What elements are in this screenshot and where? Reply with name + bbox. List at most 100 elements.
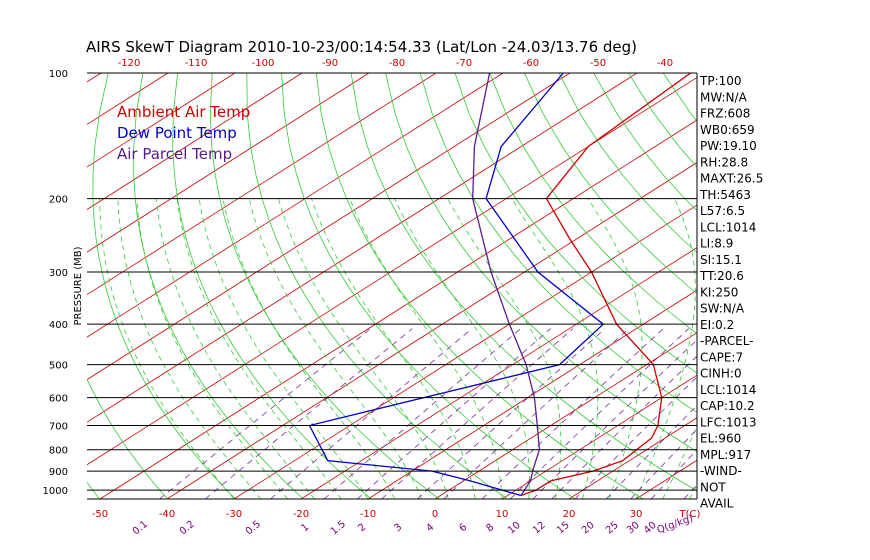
isotherm-line	[87, 73, 504, 338]
pressure-tick-label: 400	[49, 320, 68, 331]
bottom-temp-tick-label: -20	[293, 509, 309, 520]
index-item: TH:5463	[699, 188, 751, 202]
moist-adiabat	[176, 198, 342, 499]
moist-adiabat	[117, 198, 262, 499]
moist-adiabat	[222, 198, 396, 499]
dry-adiabat	[454, 73, 697, 374]
moist-adiabat	[511, 198, 599, 499]
mixing-ratio-line	[417, 328, 606, 499]
pressure-tick-label: 700	[49, 422, 68, 433]
mixing-ratio-line	[630, 428, 697, 499]
mixing-ratio-label: 10	[506, 520, 523, 537]
index-item: PW:19.10	[700, 139, 757, 153]
mixing-ratio-line	[605, 405, 697, 499]
moist-adiabat	[248, 198, 422, 499]
series-line-1	[308, 73, 605, 497]
index-item: RH:28.8	[700, 155, 748, 169]
dry-adiabat	[92, 73, 236, 499]
dry-adiabat	[489, 73, 697, 335]
legend-entry: Air Parcel Temp	[117, 145, 232, 163]
index-item: TP:100	[699, 74, 742, 88]
index-item: LCL:1014	[700, 383, 756, 397]
index-item: FRZ:608	[700, 107, 750, 121]
top-temp-tick-label: -120	[118, 58, 141, 69]
dry-adiabat	[281, 73, 576, 499]
bottom-temp-tick-label: -40	[159, 509, 175, 520]
isotherm-line	[87, 73, 303, 210]
dry-adiabat	[172, 73, 372, 499]
isotherm-line	[501, 374, 697, 499]
mixing-ratio-line	[650, 449, 697, 499]
isotherm-line	[367, 289, 697, 499]
legend-entry: Ambient Air Temp	[117, 103, 250, 121]
isotherm-line	[87, 73, 102, 83]
profile-series	[308, 73, 691, 497]
y-axis-label: PRESSURE (MB)	[73, 246, 84, 325]
bottom-temp-tick-label: 0	[432, 509, 438, 520]
mixing-ratio-line	[481, 328, 664, 499]
chart-title: AIRS SkewT Diagram 2010-10-23/00:14:54.3…	[86, 38, 637, 56]
bottom-temp-tick-label: 20	[563, 509, 576, 520]
mixing-ratio-label: 30	[625, 520, 642, 537]
dry-adiabat	[767, 73, 870, 499]
pressure-tick-label: 1000	[43, 486, 68, 497]
pressure-tick-label: 600	[49, 394, 68, 405]
isotherm-line	[0, 73, 34, 499]
isotherm-line	[87, 73, 638, 423]
mixing-unit-label: Q(g/kg)	[656, 513, 695, 536]
moist-adiabat	[278, 198, 449, 499]
bottom-temp-tick-label: -50	[92, 509, 108, 520]
mixing-ratio-label: 12	[531, 520, 548, 537]
mixing-ratio-line	[357, 328, 551, 499]
top-temp-tick-label: -100	[252, 58, 275, 69]
mixing-ratio-label: 15	[555, 520, 572, 537]
mixing-ratio-label: 0.2	[178, 519, 197, 538]
mixing-ratio-line	[159, 328, 371, 499]
dry-adiabat	[87, 481, 100, 499]
index-item: MPL:917	[700, 448, 751, 462]
top-temp-tick-label: -110	[185, 58, 208, 69]
top-temp-tick-label: -80	[389, 58, 405, 69]
dry-adiabat	[209, 73, 440, 499]
dry-adiabat	[419, 73, 697, 413]
index-item: -WIND-	[700, 464, 742, 478]
index-item: LFC:1013	[700, 415, 757, 429]
temp-unit-label: T(C)	[679, 509, 701, 520]
index-item: WB0:659	[700, 123, 755, 137]
index-item: EL:960	[700, 432, 741, 446]
mixing-ratio-line	[381, 328, 574, 499]
moist-adiabat	[99, 198, 235, 499]
pressure-tick-label: 300	[49, 268, 68, 279]
dry-adiabat	[246, 73, 508, 499]
isotherm-line	[87, 73, 437, 296]
moist-adiabat	[198, 198, 369, 499]
mixing-ratio-label: 1	[299, 522, 311, 535]
dry-adiabat	[628, 73, 697, 168]
mixing-ratio-label: 25	[604, 520, 621, 537]
mixing-ratio-line	[443, 328, 629, 499]
mixing-ratio-label: 3	[392, 522, 404, 535]
isotherm-line	[87, 73, 370, 253]
mixing-ratio-label: 0.1	[131, 519, 150, 538]
dry-adiabat	[524, 73, 697, 295]
mixing-ratio-line	[270, 328, 473, 499]
index-item: L57:6.5	[700, 204, 745, 218]
mixing-ratio-label: 20	[580, 520, 597, 537]
mixing-ratio-line	[532, 339, 697, 499]
dry-adiabat	[385, 73, 697, 453]
axes: 1002003004005006007008009001000PRESSURE …	[43, 58, 701, 537]
index-item: CINH:0	[700, 367, 742, 381]
index-item: CAPE:7	[700, 350, 743, 364]
legend-entry: Dew Point Temp	[117, 124, 237, 142]
series-line-2	[472, 73, 541, 496]
mixing-ratio-line	[510, 328, 689, 499]
moist-adiabat	[587, 198, 643, 499]
isotherm-line	[166, 162, 697, 499]
mixing-ratio-label: 6	[457, 522, 469, 535]
dry-adiabat	[802, 73, 870, 499]
moist-adiabat	[447, 198, 562, 499]
mixing-ratio-label: 8	[484, 522, 496, 535]
top-temp-tick-label: -70	[456, 58, 472, 69]
isotherm-line	[233, 204, 697, 499]
